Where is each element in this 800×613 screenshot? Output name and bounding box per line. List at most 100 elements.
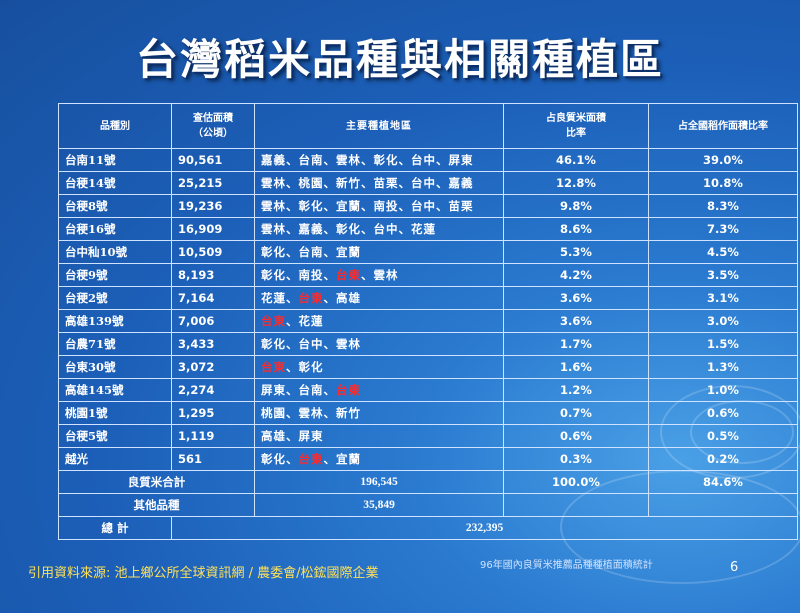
region-separator: 、	[323, 406, 336, 420]
region-name: 嘉義	[448, 176, 474, 190]
national-ratio: 4.5%	[648, 240, 798, 264]
header-area: 查估面積 （公頃）	[171, 103, 255, 149]
region-name: 台東	[261, 314, 286, 328]
other-row: 其他品種 35,849	[58, 493, 798, 517]
variety-name: 台稉14號	[58, 171, 172, 195]
source-citation: 引用資料來源: 池上鄉公所全球資訊網 / 農委會/松鋐國際企業	[28, 566, 379, 581]
region-name: 台東	[336, 383, 361, 397]
region-name: 台東	[261, 360, 286, 374]
region-name: 雲林	[373, 268, 399, 282]
region-list: 台東、彰化	[254, 355, 504, 379]
region-name: 彰化	[261, 268, 286, 282]
variety-name: 高雄145號	[58, 378, 172, 402]
region-separator: 、	[286, 222, 299, 236]
region-name: 花蓮	[261, 291, 286, 305]
region-name: 台中	[411, 176, 436, 190]
other-label: 其他品種	[58, 493, 255, 517]
quality-total-pct: 100.0%	[503, 470, 649, 494]
region-list: 雲林、彰化、宜蘭、南投、台中、苗栗	[254, 194, 504, 218]
region-list: 桃園、雲林、新竹	[254, 401, 504, 425]
region-name: 宜蘭	[336, 452, 361, 466]
region-name: 雲林	[336, 337, 361, 351]
other-area: 35,849	[254, 493, 504, 517]
region-name: 彰化	[298, 360, 324, 374]
national-ratio: 10.8%	[648, 171, 798, 195]
variety-name: 台稉8號	[58, 194, 172, 218]
area-value: 1,295	[171, 401, 255, 425]
variety-name: 台南11號	[58, 148, 172, 172]
region-name: 高雄	[336, 291, 361, 305]
region-separator: 、	[286, 176, 299, 190]
region-name: 屏東	[448, 153, 474, 167]
region-name: 雲林	[261, 199, 286, 213]
region-name: 台中	[298, 337, 324, 351]
region-separator: 、	[286, 429, 299, 443]
region-list: 雲林、嘉義、彰化、台中、花蓮	[254, 217, 504, 241]
national-ratio: 3.5%	[648, 263, 798, 287]
table-row: 越光 561 彰化、台東、宜蘭 0.3% 0.2%	[58, 447, 798, 471]
quality-ratio: 0.7%	[503, 401, 649, 425]
table-row: 台南11號 90,561 嘉義、台南、雲林、彰化、台中、屏東 46.1% 39.0%	[58, 148, 798, 172]
region-separator: 、	[361, 153, 374, 167]
header-variety: 品種別	[58, 103, 172, 149]
table-row: 台稉14號 25,215 雲林、桃園、新竹、苗栗、台中、嘉義 12.8% 10.8%	[58, 171, 798, 195]
region-name: 新竹	[336, 406, 361, 420]
region-name: 南投	[373, 199, 399, 213]
region-separator: 、	[323, 222, 336, 236]
region-name: 台中	[411, 199, 436, 213]
region-separator: 、	[323, 268, 336, 282]
variety-name: 台稉2號	[58, 286, 172, 310]
region-separator: 、	[323, 199, 336, 213]
region-separator: 、	[286, 199, 299, 213]
area-value: 3,433	[171, 332, 255, 356]
quality-ratio: 8.6%	[503, 217, 649, 241]
quality-ratio: 46.1%	[503, 148, 649, 172]
other-empty-cell	[503, 493, 649, 517]
region-separator: 、	[323, 337, 336, 351]
header-region: 主要種植地區	[254, 103, 504, 149]
other-empty-cell	[648, 493, 798, 517]
region-name: 台東	[298, 452, 324, 466]
region-name: 台南	[298, 245, 324, 259]
area-value: 7,164	[171, 286, 255, 310]
table-row: 台稉16號 16,909 雲林、嘉義、彰化、台中、花蓮 8.6% 7.3%	[58, 217, 798, 241]
quality-ratio: 1.7%	[503, 332, 649, 356]
region-separator: 、	[323, 452, 336, 466]
national-ratio: 8.3%	[648, 194, 798, 218]
national-ratio: 1.3%	[648, 355, 798, 379]
quality-ratio: 0.3%	[503, 447, 649, 471]
quality-ratio: 9.8%	[503, 194, 649, 218]
quality-ratio: 0.6%	[503, 424, 649, 448]
region-name: 嘉義	[298, 222, 324, 236]
page-number: 6	[730, 560, 739, 575]
quality-total-area: 196,545	[254, 470, 504, 494]
region-name: 花蓮	[411, 222, 436, 236]
table-row: 桃園1號 1,295 桃園、雲林、新竹 0.7% 0.6%	[58, 401, 798, 425]
variety-name: 台稉5號	[58, 424, 172, 448]
region-separator: 、	[286, 314, 299, 328]
region-separator: 、	[286, 383, 299, 397]
region-name: 台南	[298, 153, 324, 167]
region-list: 嘉義、台南、雲林、彰化、台中、屏東	[254, 148, 504, 172]
variety-name: 台稉16號	[58, 217, 172, 241]
national-ratio: 7.3%	[648, 217, 798, 241]
variety-name: 台東30號	[58, 355, 172, 379]
region-name: 雲林	[336, 153, 361, 167]
national-ratio: 1.0%	[648, 378, 798, 402]
variety-name: 台農71號	[58, 332, 172, 356]
region-name: 桃園	[298, 176, 324, 190]
region-separator: 、	[286, 452, 299, 466]
quality-ratio: 1.2%	[503, 378, 649, 402]
national-ratio: 0.2%	[648, 447, 798, 471]
region-separator: 、	[286, 337, 299, 351]
table-row: 高雄139號 7,006 台東、花蓮 3.6% 3.0%	[58, 309, 798, 333]
region-name: 台中	[373, 222, 399, 236]
variety-name: 台稉9號	[58, 263, 172, 287]
variety-name: 高雄139號	[58, 309, 172, 333]
region-name: 屏東	[298, 429, 324, 443]
region-separator: 、	[398, 176, 411, 190]
region-separator: 、	[323, 153, 336, 167]
region-name: 屏東	[261, 383, 286, 397]
header-quality-ratio: 占良質米面積 比率	[503, 103, 649, 149]
region-list: 彰化、台東、宜蘭	[254, 447, 504, 471]
